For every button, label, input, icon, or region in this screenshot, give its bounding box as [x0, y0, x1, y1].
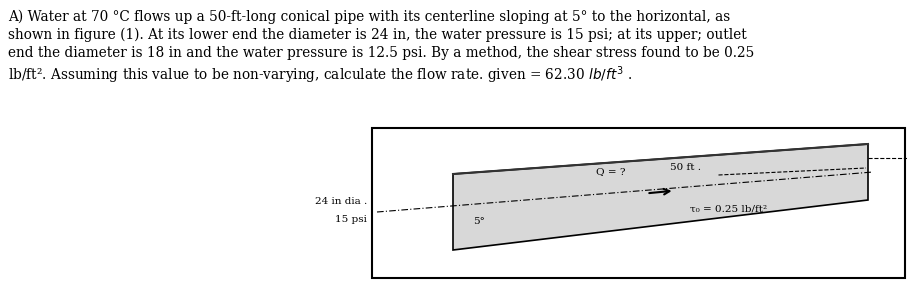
Text: lb/ft². Assuming this value to be non-varying, calculate the flow rate. given = : lb/ft². Assuming this value to be non-va…	[8, 64, 632, 86]
Polygon shape	[453, 144, 868, 250]
Text: A) Water at 70 °C flows up a 50-ft-long conical pipe with its centerline sloping: A) Water at 70 °C flows up a 50-ft-long …	[8, 10, 730, 24]
Text: 5°: 5°	[473, 217, 485, 226]
Text: τ₀ = 0.25 lb/ft²: τ₀ = 0.25 lb/ft²	[690, 205, 767, 214]
Text: Q = ?: Q = ?	[596, 167, 625, 176]
Text: end the diameter is 18 in and the water pressure is 12.5 psi. By a method, the s: end the diameter is 18 in and the water …	[8, 46, 755, 60]
Text: shown in figure (1). At its lower end the diameter is 24 in, the water pressure : shown in figure (1). At its lower end th…	[8, 28, 746, 42]
Bar	[372, 128, 905, 278]
Text: 15 psi: 15 psi	[335, 215, 367, 224]
Text: 24 in dia .: 24 in dia .	[315, 197, 367, 206]
Text: 50 ft .: 50 ft .	[670, 163, 701, 172]
